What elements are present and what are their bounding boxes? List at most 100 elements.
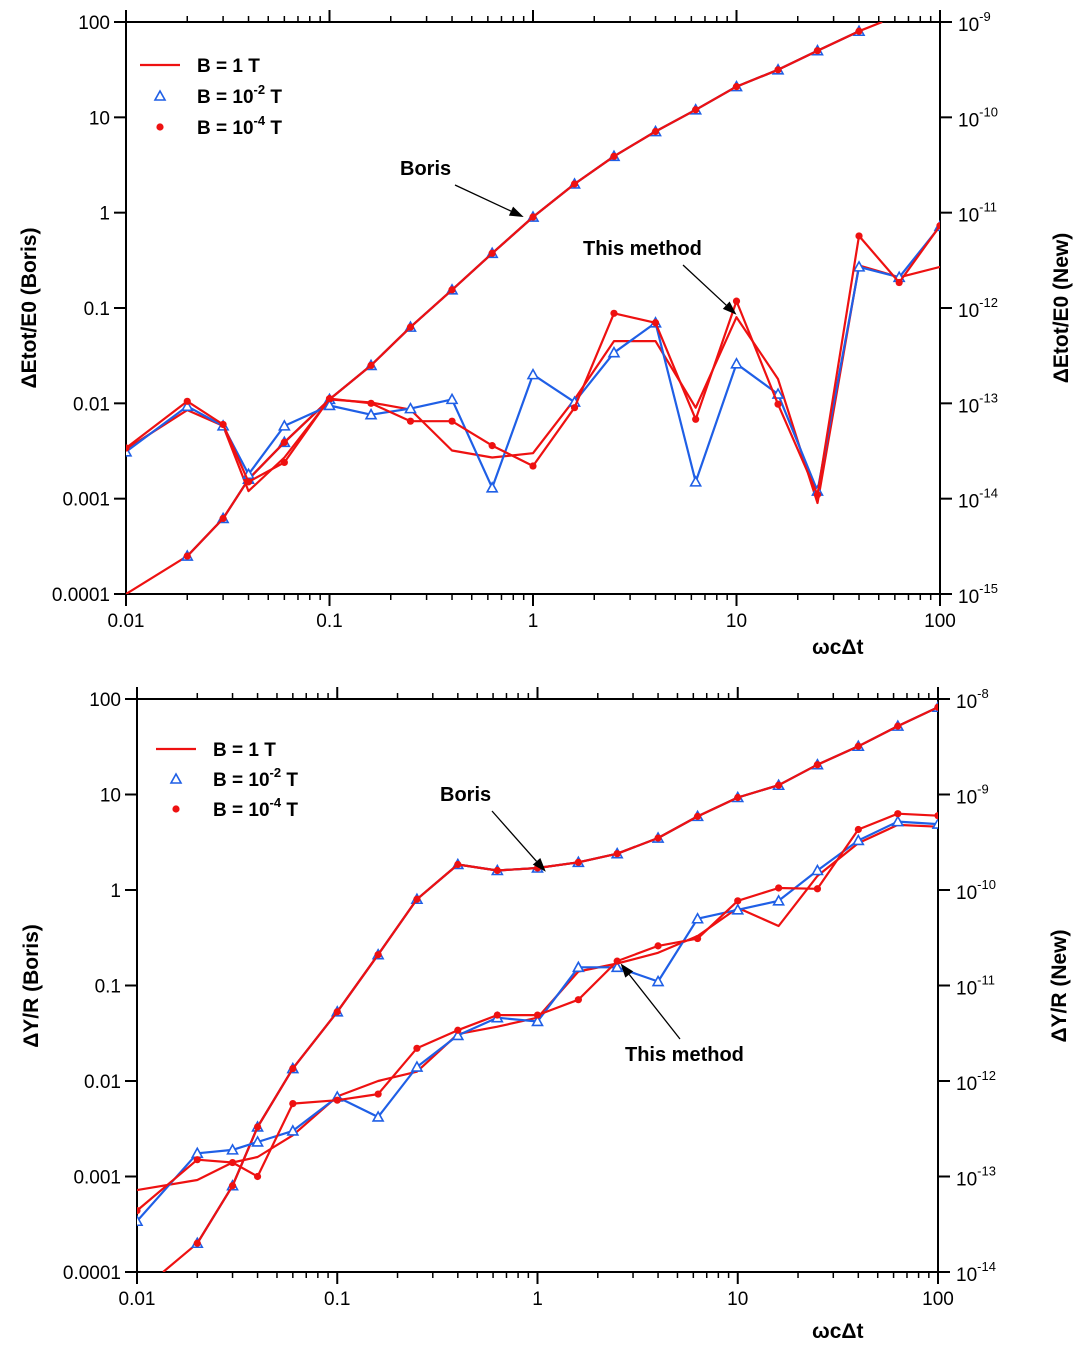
circle-marker <box>613 850 621 858</box>
annotation-arrow-line <box>682 264 727 306</box>
y-tick-label: 0.001 <box>73 1168 121 1189</box>
plot-series <box>126 22 940 594</box>
circle-marker <box>253 1172 262 1181</box>
circle-marker <box>413 1044 421 1052</box>
triangle-marker <box>691 912 704 924</box>
series-5 <box>137 810 938 1215</box>
circle-marker <box>734 897 742 905</box>
y-tick-label: 1 <box>99 204 110 225</box>
series-line <box>186 30 860 557</box>
annotation-arrow-head <box>532 858 546 872</box>
circle-marker <box>493 1011 501 1019</box>
circle-marker <box>934 812 938 820</box>
circle-marker <box>253 1123 262 1131</box>
circle-marker <box>574 996 582 1004</box>
triangle-marker <box>772 894 785 906</box>
x-tick-label: 10 <box>727 1289 748 1310</box>
triangle-marker <box>851 833 865 846</box>
circle-marker <box>193 1156 201 1164</box>
axis-ticks: 0.01 0.1 1 10 1000.00010.0010.010.111010010-… <box>52 9 998 632</box>
triangle-marker <box>445 392 459 405</box>
circle-marker <box>894 722 902 730</box>
circle-marker <box>692 415 700 423</box>
circle-marker <box>894 810 902 818</box>
x-tick-label: 0.01 <box>119 1289 156 1310</box>
circle-marker <box>732 297 741 305</box>
triangle-marker <box>689 475 703 487</box>
circle-marker <box>610 152 618 160</box>
circle-marker <box>126 444 130 452</box>
circle-marker <box>228 1182 237 1190</box>
circle-marker <box>289 1099 297 1108</box>
y-tick-label: 0.0001 <box>52 585 110 606</box>
circle-marker <box>693 934 702 943</box>
series-1 <box>180 24 866 561</box>
triangle-marker <box>277 419 291 431</box>
annotation-label: This method <box>625 1044 744 1066</box>
y-axis-label-left: ΔEtot/E0 (Boris) <box>18 228 41 389</box>
triangle-marker <box>811 863 824 876</box>
series-line <box>196 706 938 1244</box>
x-tick-label: 1 <box>528 611 539 632</box>
series-4 <box>126 219 940 496</box>
circle-marker <box>488 442 496 450</box>
circle-marker <box>333 1008 341 1016</box>
circle-marker <box>654 942 662 950</box>
circle-marker <box>654 834 662 842</box>
y2-tick-label: 10-14 <box>956 1259 996 1286</box>
axis-ticks: 0.01 0.1 1 10 1000.00010.0010.010.111010010-… <box>63 686 996 1310</box>
circle-marker <box>406 323 415 331</box>
annotation-label: Boris <box>400 158 451 180</box>
circle-marker <box>813 491 822 499</box>
circle-marker <box>529 462 537 470</box>
series-line <box>126 225 940 496</box>
y2-tick-label: 10-9 <box>958 9 991 36</box>
triangle-marker <box>323 398 336 411</box>
y-tick-label: 100 <box>89 690 121 711</box>
circle-marker <box>854 825 862 834</box>
circle-marker <box>367 361 375 369</box>
triangle-marker <box>526 367 540 380</box>
circle-marker <box>774 66 782 74</box>
y-tick-label: 0.001 <box>62 490 110 511</box>
legend-label: B = 10-2 T <box>197 82 282 108</box>
circle-marker <box>774 400 782 408</box>
circle-marker <box>813 885 822 893</box>
series-line <box>126 225 940 493</box>
y-tick-label: 100 <box>78 13 110 34</box>
y-axis-label-right: ΔY/R (New) <box>1048 929 1071 1042</box>
circle-marker <box>454 860 462 869</box>
circle-marker <box>533 1011 542 1019</box>
triangle-marker <box>404 401 417 414</box>
triangle-marker <box>931 817 938 829</box>
annotations: Boris This method <box>440 784 744 1066</box>
series-line <box>186 30 860 557</box>
circle-marker <box>413 895 421 903</box>
y2-tick-label: 10-9 <box>956 782 989 809</box>
circle-marker <box>574 858 582 866</box>
x-axis-label: ωcΔt <box>812 636 864 659</box>
series-4 <box>137 814 938 1227</box>
triangle-marker <box>531 1014 544 1027</box>
y2-tick-label: 10-11 <box>956 973 995 1000</box>
circle-marker <box>570 404 579 412</box>
y-tick-label: 1 <box>110 881 121 902</box>
circle-marker <box>651 127 660 136</box>
displacement-error-chart: 0.01 0.1 1 10 1000.00010.0010.010.111010010-… <box>20 686 1071 1343</box>
y2-tick-label: 10-11 <box>958 200 997 227</box>
legend: B = 1 T B = 10-2 T B = 10-4 T <box>156 740 298 821</box>
legend-label: B = 1 T <box>197 56 260 77</box>
circle-marker <box>570 180 579 188</box>
annotation-arrow-line <box>491 810 538 862</box>
y-tick-label: 10 <box>89 108 110 129</box>
circle-marker <box>137 1206 141 1215</box>
x-tick-label: 10 <box>726 611 747 632</box>
y2-tick-label: 10-13 <box>958 390 998 417</box>
circle-marker <box>219 514 227 523</box>
annotations: Boris This method <box>400 158 737 315</box>
series-2 <box>193 703 938 1247</box>
triangle-marker <box>364 408 378 420</box>
y-tick-label: 0.0001 <box>63 1263 121 1284</box>
triangle-marker <box>730 357 743 369</box>
